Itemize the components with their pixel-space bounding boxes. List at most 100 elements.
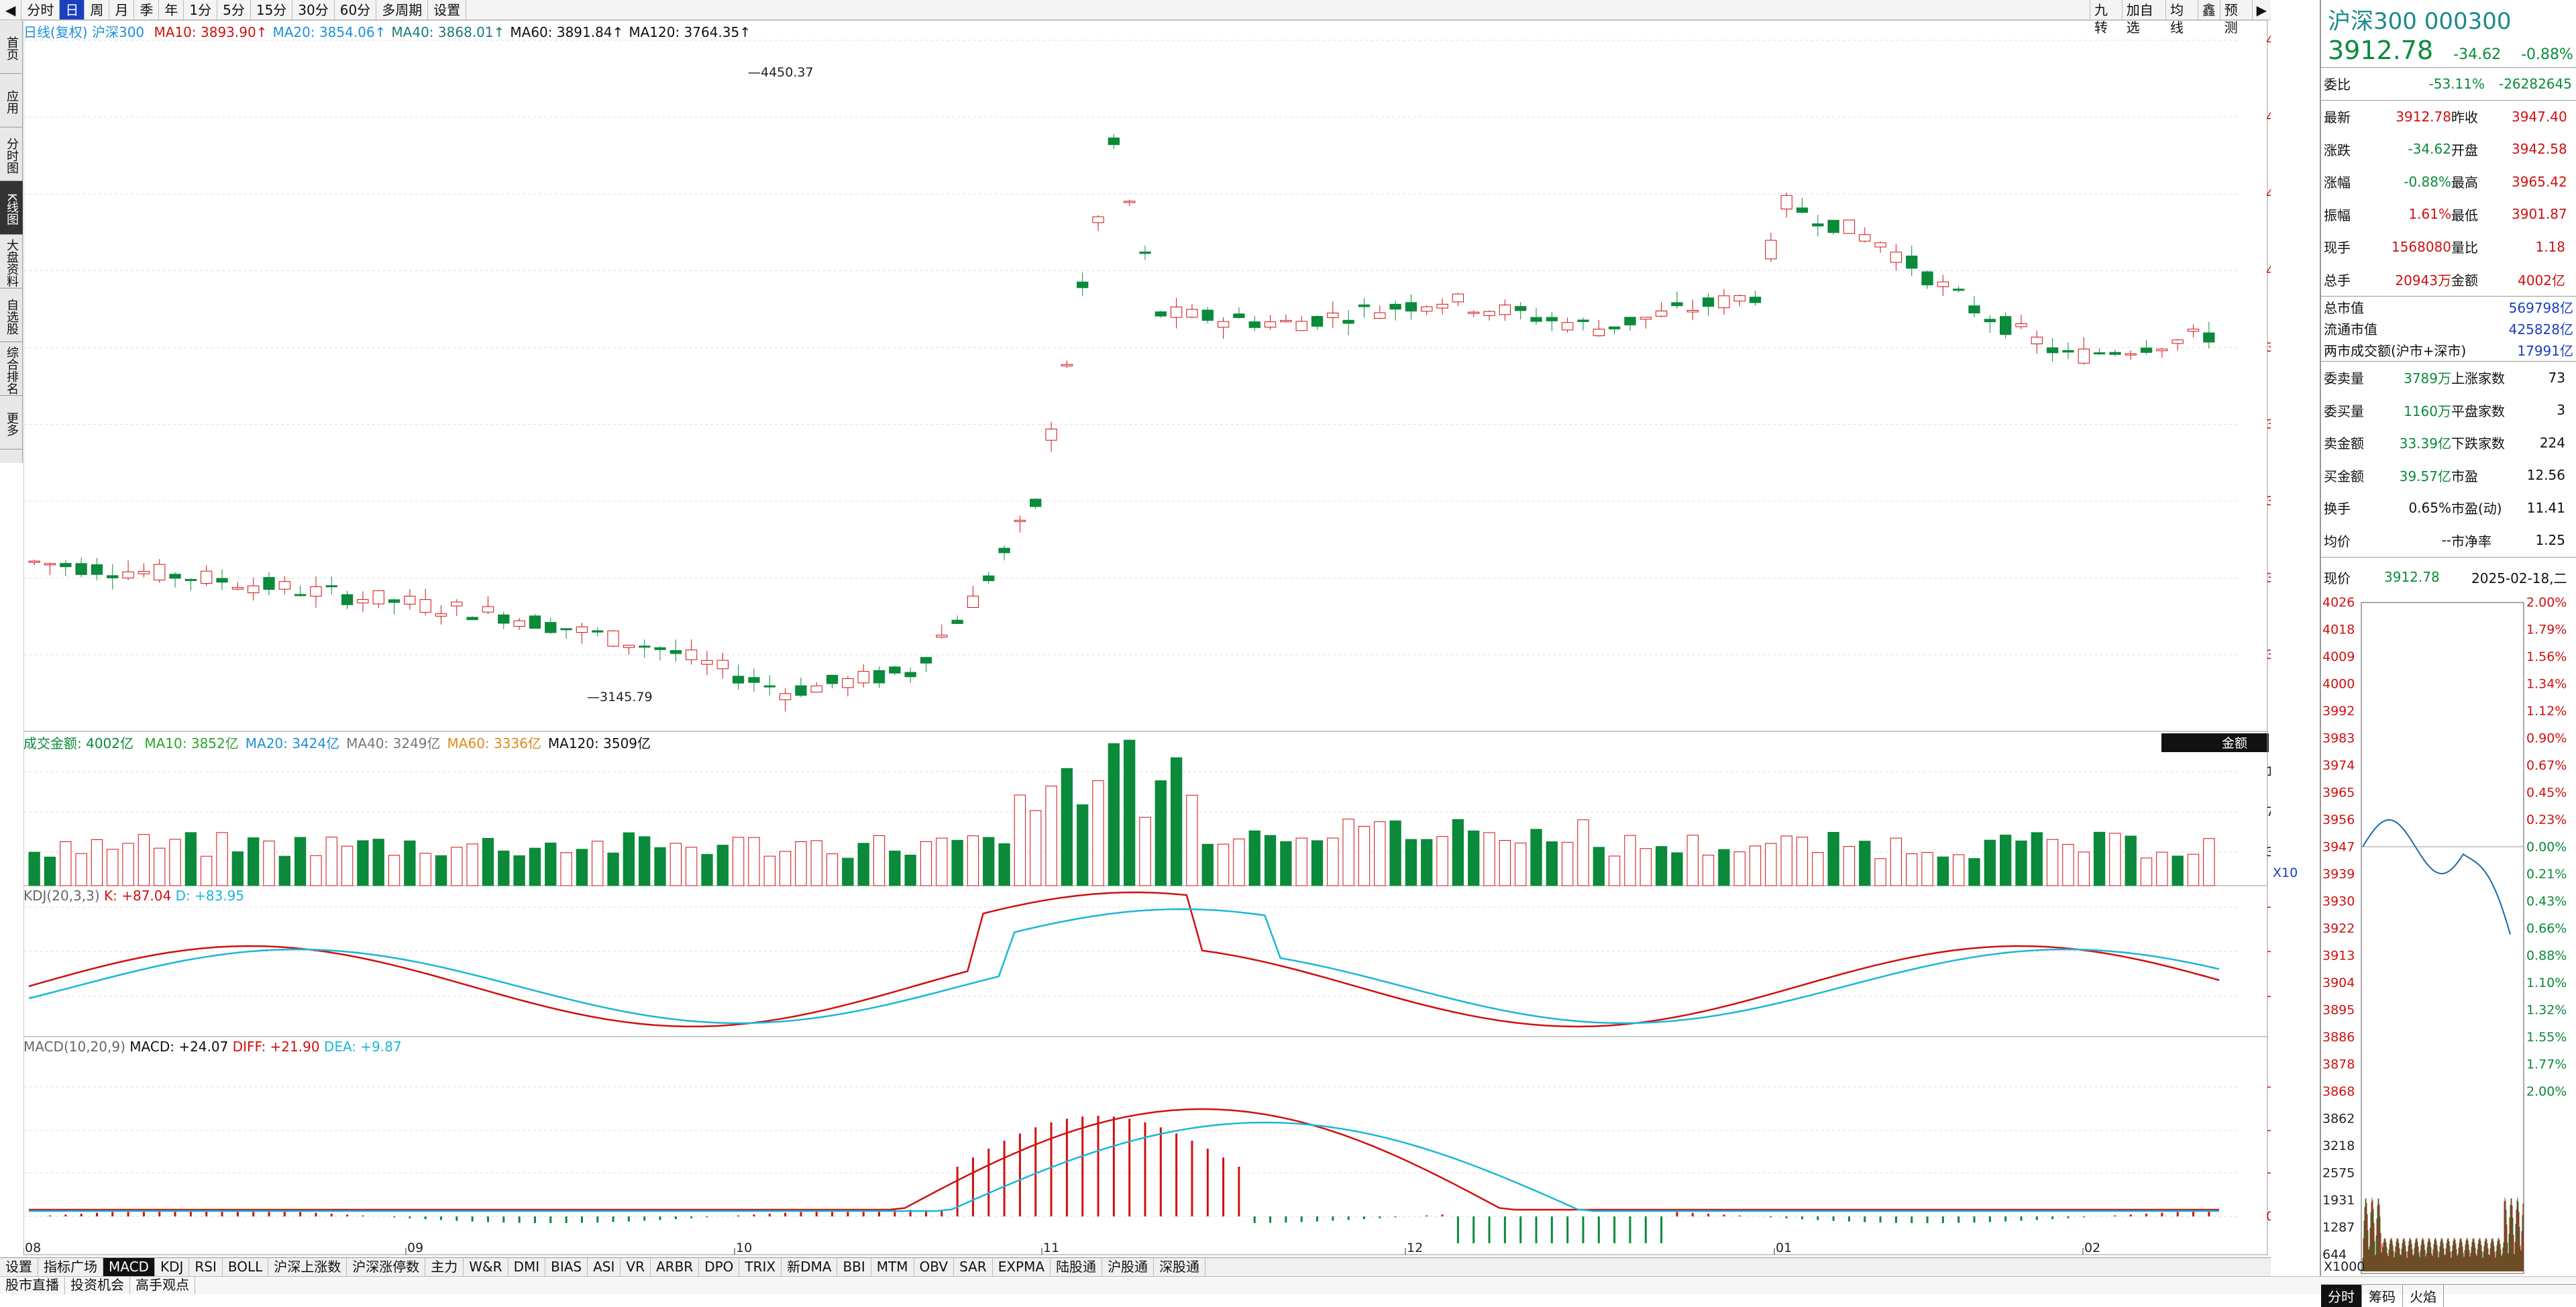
mini-intraday-chart[interactable]: 4026 4018 4009 4000 3992 3983 3974 3965 3956 3947… — [2321, 595, 2576, 1282]
left-nav-tab[interactable]: K线图 — [0, 181, 23, 235]
indicator-tab[interactable]: RSI — [189, 1258, 223, 1276]
indicator-tab[interactable]: OBV — [914, 1258, 955, 1276]
quote-panel: 沪深300 000300 3912.78 -34.62 -0.88% 委比 -53… — [2320, 0, 2576, 1307]
volume-bar — [1358, 826, 1371, 886]
candle-body — [1702, 297, 1715, 307]
toolbar-right-button[interactable]: 预测 — [2219, 0, 2252, 36]
price-axis-label: 4523 — [2266, 33, 2271, 48]
period-tab[interactable]: 设置 — [428, 0, 467, 19]
mini-left-label: 3965 — [2322, 785, 2355, 800]
kline-chart[interactable]: 4523 4362 4202 4040 3879 3719 3559 3396 3236 08 09… — [23, 20, 2271, 1257]
indicator-tab[interactable]: BOLL — [223, 1258, 269, 1276]
left-nav-tab[interactable]: 综合排名 — [0, 342, 23, 396]
indicator-tab[interactable]: TRIX — [739, 1258, 782, 1276]
toolbar-right-button[interactable]: 加自选 — [2121, 0, 2165, 36]
quote-tab[interactable]: 火焰 — [2403, 1284, 2444, 1307]
indicator-tab[interactable]: MACD — [103, 1258, 155, 1276]
mini-left-label: 2575 — [2322, 1165, 2355, 1180]
bottom-tab[interactable]: 高手观点 — [130, 1277, 195, 1294]
period-tab[interactable]: 季 — [134, 0, 160, 19]
toolbar-right-button[interactable]: 九转 — [2090, 0, 2122, 36]
indicator-tab[interactable]: BIAS — [545, 1258, 588, 1276]
period-tab[interactable]: 1分 — [184, 0, 218, 19]
period-tab[interactable]: 周 — [85, 0, 110, 19]
candle-body — [873, 670, 885, 684]
indicator-tab[interactable]: W&R — [464, 1258, 508, 1276]
indicator-tab[interactable]: MTM — [871, 1258, 914, 1276]
row-value: 3912.78 — [2396, 108, 2451, 125]
left-nav-tab[interactable]: 更多 — [0, 396, 23, 450]
indicator-tab[interactable]: 深股通 — [1154, 1258, 1206, 1276]
left-nav-tab[interactable]: 应用 — [0, 74, 23, 127]
candle-body — [1483, 311, 1495, 316]
volume-legend: 成交金额: 4002亿 MA10: 3852亿 MA20: 3424亿 MA40: … — [23, 733, 651, 752]
mini-left-label: 3947 — [2322, 839, 2355, 854]
volume-bar — [1452, 819, 1464, 886]
mini-left-label: 644 — [2322, 1247, 2347, 1262]
indicator-tab[interactable]: BBI — [837, 1258, 871, 1276]
indicator-tab[interactable]: ASI — [588, 1258, 621, 1276]
indicator-tab[interactable]: 主力 — [425, 1258, 464, 1276]
indicator-tab[interactable]: 沪股通 — [1102, 1258, 1155, 1276]
mini-left-label: 3913 — [2322, 948, 2355, 963]
candle-body — [2187, 328, 2200, 332]
volume-bar — [1468, 830, 1480, 886]
indicator-tab[interactable]: 指标广场 — [38, 1258, 103, 1276]
indicator-tab[interactable]: 陆股通 — [1051, 1258, 1103, 1276]
indicator-tab[interactable]: DMI — [508, 1258, 546, 1276]
indicator-tab[interactable]: EXPMA — [993, 1258, 1051, 1276]
bottom-tab[interactable]: 投资机会 — [65, 1277, 130, 1294]
bottom-tab[interactable]: 股市直播 — [0, 1277, 65, 1294]
indicator-tab[interactable]: 沪深上涨数 — [268, 1258, 347, 1276]
volume-bar — [669, 843, 682, 886]
mini-right-label: 2.00% — [2526, 597, 2567, 610]
quote-tab[interactable]: 分时 — [2321, 1284, 2362, 1307]
indicator-tab[interactable]: 沪深涨停数 — [347, 1258, 426, 1276]
volume-bar — [889, 850, 901, 886]
toolbar-right-button[interactable]: 鑫 — [2197, 0, 2220, 19]
indicator-tab[interactable]: VR — [621, 1258, 651, 1276]
left-nav-tab[interactable]: 自选股 — [0, 289, 23, 342]
period-tab[interactable]: 60分 — [335, 0, 377, 19]
x-axis-label: 09 — [407, 1241, 423, 1255]
quote-row: 均价 -- 市净率 1.25 — [2321, 524, 2576, 557]
left-nav-tab[interactable]: 首页 — [0, 20, 23, 74]
volume-badge[interactable]: 金额 — [2161, 733, 2269, 752]
mini-left-label: 3868 — [2322, 1084, 2355, 1099]
ma-legend-item: MA10: 3893.90↑ — [154, 24, 268, 40]
candle-body — [372, 590, 384, 605]
prev-arrow-icon[interactable]: ◀ — [0, 0, 22, 19]
mini-left-label: 3218 — [2322, 1139, 2355, 1153]
next-arrow-icon[interactable]: ▶ — [2251, 0, 2271, 19]
indicator-tab[interactable]: 新DMA — [782, 1258, 838, 1276]
period-tab[interactable]: 分时 — [21, 0, 60, 19]
period-tab[interactable]: 15分 — [251, 0, 293, 19]
volume-bar — [716, 845, 729, 886]
volume-bar — [1014, 794, 1026, 886]
volume-bar — [2031, 832, 2043, 886]
indicator-tab[interactable]: KDJ — [155, 1258, 190, 1276]
ma-legend-item: MA60: 3891.84↑ — [510, 24, 624, 40]
candle-body — [842, 678, 854, 688]
toolbar-right-button[interactable]: 均线 — [2165, 0, 2198, 36]
quote-tab[interactable]: 筹码 — [2362, 1284, 2403, 1307]
indicator-tab[interactable]: DPO — [699, 1258, 740, 1276]
period-tab[interactable]: 年 — [159, 0, 184, 19]
period-tab[interactable]: 月 — [109, 0, 135, 19]
volume-bar — [1389, 820, 1401, 886]
candle-body — [1280, 319, 1292, 323]
period-tab[interactable]: 5分 — [217, 0, 251, 19]
period-tab[interactable]: 多周期 — [376, 0, 429, 19]
indicator-tab[interactable]: ARBR — [651, 1258, 700, 1276]
candle-body — [1139, 252, 1151, 254]
indicator-tab[interactable]: 设置 — [0, 1258, 38, 1276]
left-nav-tab[interactable]: 大盘资料 — [0, 235, 23, 289]
indicator-tab[interactable]: SAR — [954, 1258, 993, 1276]
left-nav-tab[interactable]: 分时图 — [0, 127, 23, 181]
candle-body — [1468, 311, 1480, 314]
period-tab[interactable]: 30分 — [292, 0, 335, 19]
candle-body — [607, 630, 619, 647]
candle-body — [248, 585, 260, 594]
period-tab[interactable]: 日 — [60, 0, 85, 19]
chart-panel-frame — [23, 1036, 2268, 1255]
